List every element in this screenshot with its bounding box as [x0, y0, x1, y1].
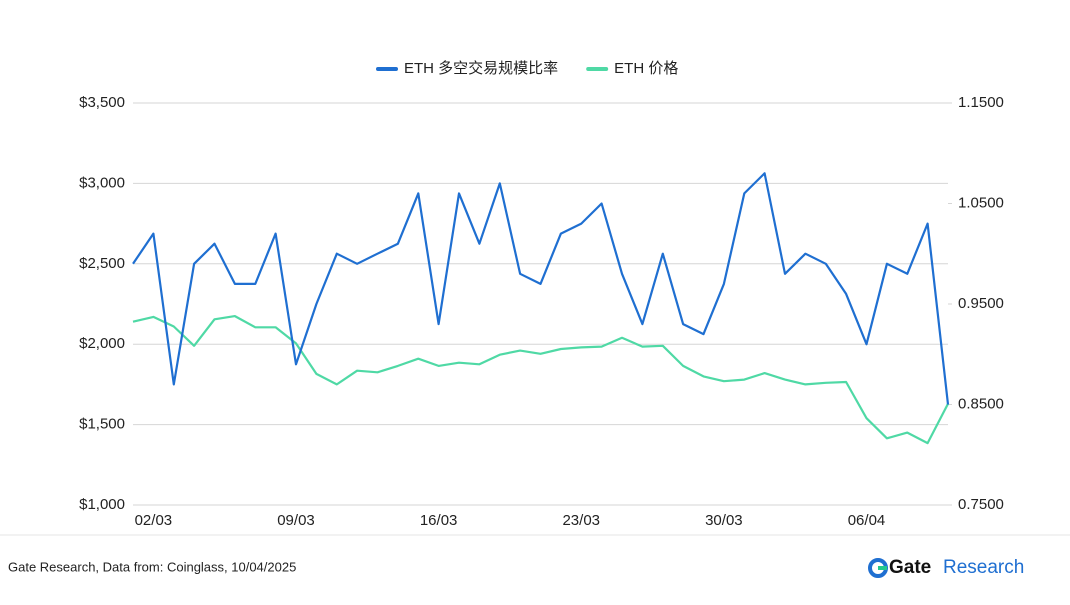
- y-tick-label: $3,500: [79, 94, 125, 111]
- x-tick-label: 30/03: [705, 512, 743, 529]
- logo-text: Research: [943, 557, 1024, 578]
- y-tick-label: $3,000: [79, 174, 125, 191]
- source-note: Gate Research, Data from: Coinglass, 10/…: [8, 559, 296, 574]
- x-tick-label: 02/03: [135, 512, 173, 529]
- y-tick-label: $2,000: [79, 335, 125, 352]
- x-tick-label: 06/04: [848, 512, 886, 529]
- legend-label: ETH 价格: [614, 60, 678, 77]
- data-line: [132, 315, 949, 445]
- logo: Gate Research: [868, 557, 1024, 578]
- y-tick-label: $1,000: [79, 496, 125, 513]
- x-tick-label: 16/03: [420, 512, 458, 529]
- y2-tick-label: 0.8500: [958, 395, 1004, 412]
- x-tick-label: 23/03: [562, 512, 600, 529]
- data-line: [132, 172, 950, 405]
- y2-tick-label: 0.9500: [958, 295, 1004, 312]
- y2-tick-label: 0.7500: [958, 496, 1004, 513]
- y2-tick-label: 1.1500: [958, 94, 1004, 111]
- legend-label: ETH 多空交易规模比率: [404, 59, 558, 77]
- y2-tick-label: 1.0500: [958, 194, 1004, 211]
- x-tick-label: 09/03: [277, 512, 315, 529]
- logo-icon: [878, 566, 887, 570]
- y-tick-label: $2,500: [79, 255, 125, 272]
- y-tick-label: $1,500: [79, 416, 125, 433]
- logo-text: Gate: [889, 557, 931, 578]
